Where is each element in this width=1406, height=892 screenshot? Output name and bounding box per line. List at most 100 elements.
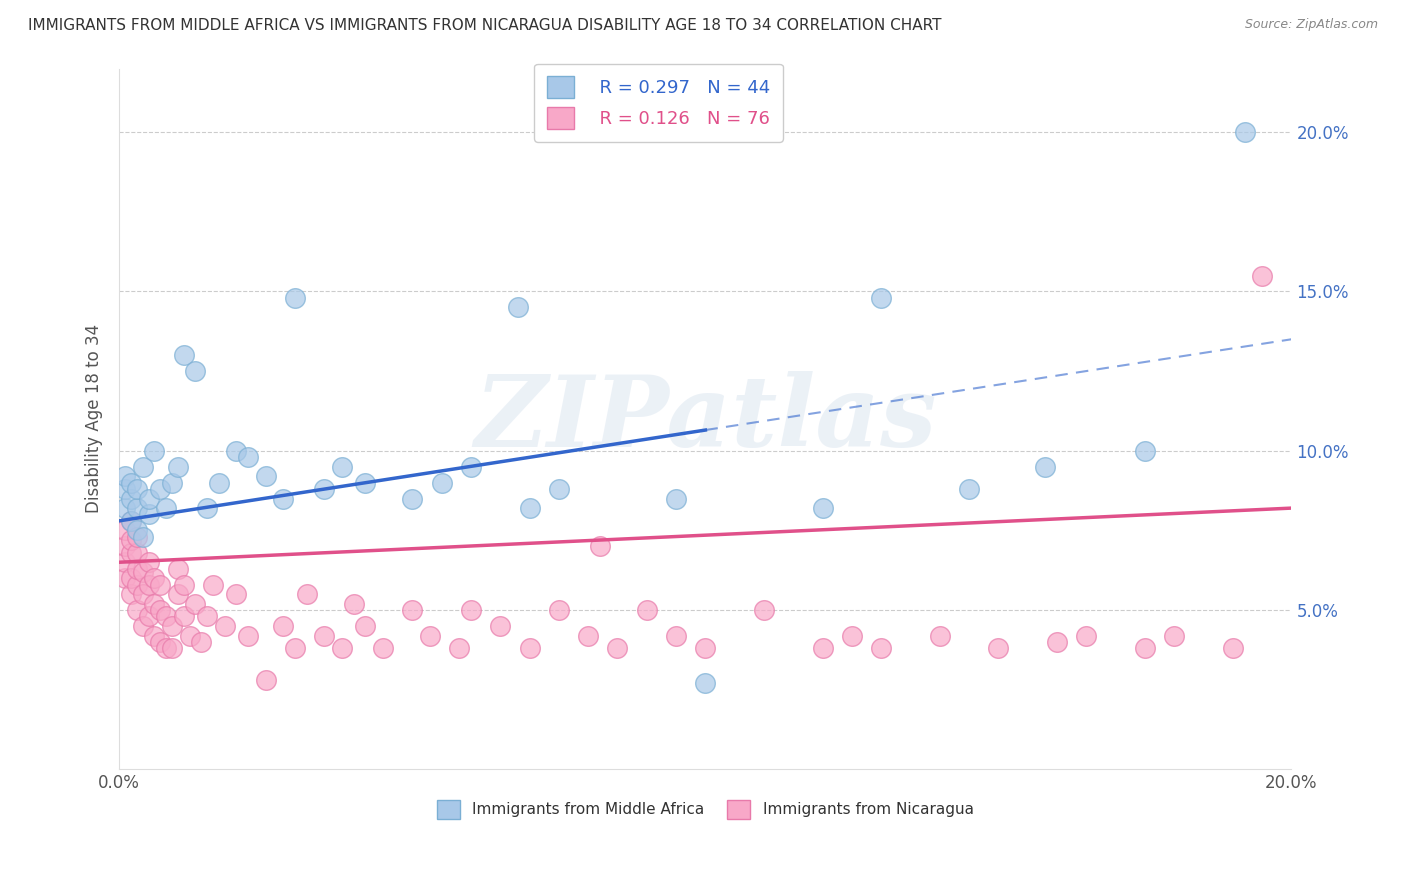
Point	[928, 628, 950, 642]
Point	[173, 577, 195, 591]
Point	[138, 577, 160, 591]
Point	[132, 530, 155, 544]
Point	[401, 603, 423, 617]
Point	[460, 459, 482, 474]
Point	[273, 491, 295, 506]
Text: IMMIGRANTS FROM MIDDLE AFRICA VS IMMIGRANTS FROM NICARAGUA DISABILITY AGE 18 TO : IMMIGRANTS FROM MIDDLE AFRICA VS IMMIGRA…	[28, 18, 942, 33]
Point	[155, 501, 177, 516]
Text: ZIPatlas: ZIPatlas	[474, 371, 936, 467]
Point	[957, 482, 980, 496]
Point	[547, 482, 569, 496]
Point	[114, 571, 136, 585]
Point	[314, 628, 336, 642]
Point	[184, 364, 207, 378]
Point	[114, 482, 136, 496]
Point	[160, 619, 183, 633]
Point	[143, 571, 166, 585]
Point	[1046, 635, 1069, 649]
Point	[125, 603, 148, 617]
Point	[125, 482, 148, 496]
Point	[132, 587, 155, 601]
Point	[330, 459, 353, 474]
Point	[195, 501, 218, 516]
Point	[120, 475, 142, 490]
Point	[125, 546, 148, 560]
Point	[519, 501, 541, 516]
Point	[160, 641, 183, 656]
Point	[1033, 459, 1056, 474]
Point	[870, 291, 893, 305]
Point	[1251, 268, 1274, 283]
Point	[1076, 628, 1098, 642]
Point	[547, 603, 569, 617]
Point	[114, 469, 136, 483]
Point	[841, 628, 863, 642]
Y-axis label: Disability Age 18 to 34: Disability Age 18 to 34	[86, 325, 103, 514]
Point	[343, 597, 366, 611]
Point	[114, 555, 136, 569]
Legend: Immigrants from Middle Africa, Immigrants from Nicaragua: Immigrants from Middle Africa, Immigrant…	[432, 794, 980, 825]
Point	[225, 587, 247, 601]
Point	[519, 641, 541, 656]
Point	[138, 508, 160, 522]
Point	[460, 603, 482, 617]
Point	[190, 635, 212, 649]
Point	[606, 641, 628, 656]
Point	[125, 577, 148, 591]
Point	[149, 635, 172, 649]
Point	[1133, 641, 1156, 656]
Point	[120, 587, 142, 601]
Point	[143, 443, 166, 458]
Point	[254, 673, 277, 687]
Point	[167, 561, 190, 575]
Point	[132, 565, 155, 579]
Point	[589, 539, 612, 553]
Point	[208, 475, 231, 490]
Point	[173, 609, 195, 624]
Point	[125, 530, 148, 544]
Point	[330, 641, 353, 656]
Point	[419, 628, 441, 642]
Point	[987, 641, 1010, 656]
Point	[238, 628, 260, 642]
Point	[354, 619, 377, 633]
Point	[238, 450, 260, 464]
Point	[214, 619, 236, 633]
Point	[120, 491, 142, 506]
Point	[149, 603, 172, 617]
Point	[576, 628, 599, 642]
Point	[371, 641, 394, 656]
Point	[284, 641, 307, 656]
Point	[120, 533, 142, 547]
Point	[173, 348, 195, 362]
Point	[155, 641, 177, 656]
Point	[401, 491, 423, 506]
Point	[489, 619, 512, 633]
Point	[449, 641, 471, 656]
Point	[506, 301, 529, 315]
Point	[225, 443, 247, 458]
Point	[179, 628, 201, 642]
Point	[120, 514, 142, 528]
Point	[167, 587, 190, 601]
Point	[167, 459, 190, 474]
Point	[254, 469, 277, 483]
Point	[202, 577, 225, 591]
Point	[114, 524, 136, 538]
Point	[752, 603, 775, 617]
Point	[665, 491, 688, 506]
Point	[695, 641, 717, 656]
Point	[1133, 443, 1156, 458]
Point	[811, 501, 834, 516]
Point	[114, 539, 136, 553]
Point	[354, 475, 377, 490]
Point	[143, 628, 166, 642]
Point	[138, 609, 160, 624]
Point	[143, 597, 166, 611]
Point	[155, 609, 177, 624]
Point	[284, 291, 307, 305]
Point	[870, 641, 893, 656]
Point	[120, 571, 142, 585]
Point	[132, 459, 155, 474]
Point	[120, 546, 142, 560]
